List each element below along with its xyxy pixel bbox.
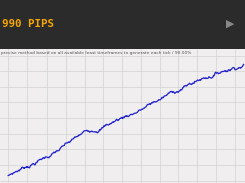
Text: precise method based on all available least timeframes to generate each tick / 9: precise method based on all available le…	[1, 51, 192, 55]
Text: 990 PIPS: 990 PIPS	[2, 19, 61, 29]
Text: ▶: ▶	[226, 19, 238, 29]
